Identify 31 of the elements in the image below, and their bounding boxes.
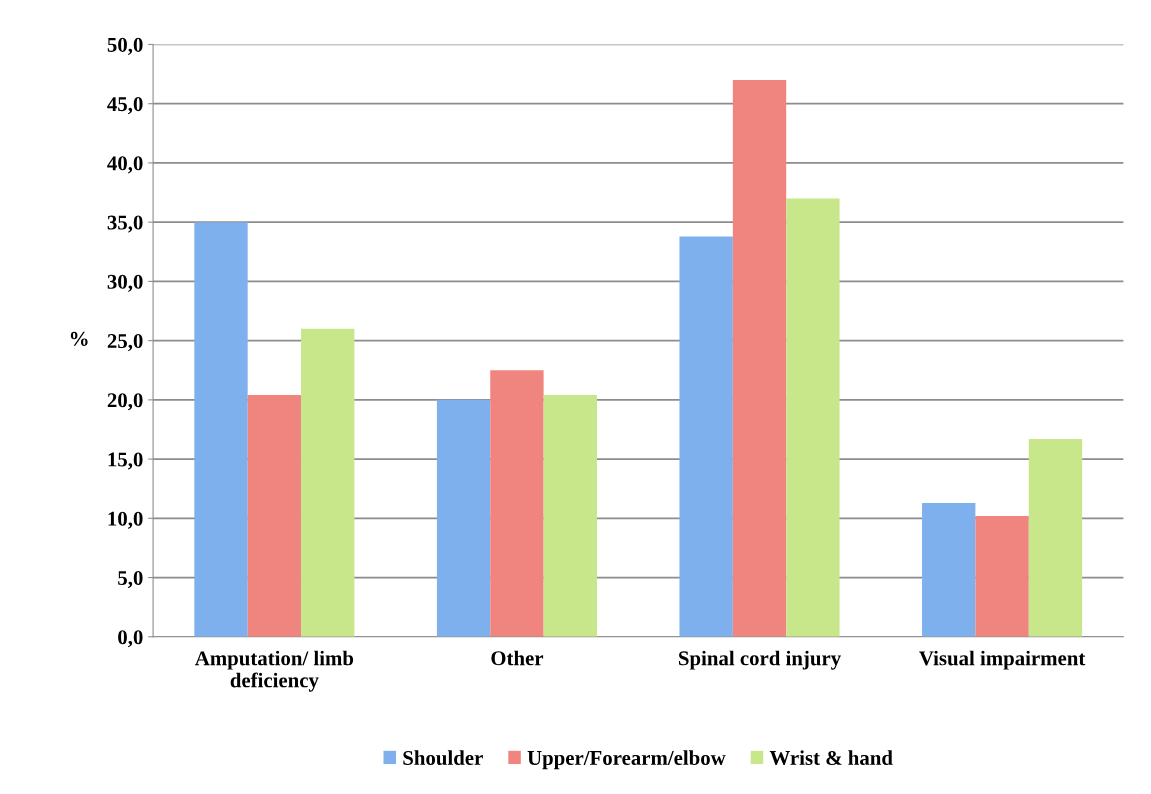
x-tick-label: Amputation/ limb deficiency <box>194 650 354 692</box>
legend-label: Shoulder <box>403 750 483 766</box>
x-tick-label: Spinal cord injury <box>679 650 841 670</box>
bar <box>490 370 544 637</box>
y-tick-label: 40,0 <box>107 156 143 174</box>
bar <box>194 222 248 637</box>
bar <box>247 395 302 637</box>
legend-label: Upper/Forearm/elbow <box>527 750 726 770</box>
bar <box>1028 438 1083 637</box>
bar <box>922 502 976 637</box>
bar <box>786 198 840 637</box>
y-tick-label: 20,0 <box>107 393 143 411</box>
y-tick-label: 10,0 <box>108 511 143 529</box>
y-tick-label: 50,0 <box>107 37 143 55</box>
y-tick-label: 15,0 <box>108 452 143 470</box>
x-tick-label: Visual impairment <box>919 650 1086 670</box>
y-axis-title: % <box>70 331 88 346</box>
y-tick-label: 25,0 <box>107 334 143 352</box>
y-tick-label: 30,0 <box>107 274 143 292</box>
y-tick-label: 45,0 <box>107 97 143 115</box>
bar <box>436 399 491 637</box>
y-tick-label: 35,0 <box>107 215 143 233</box>
legend-label: Wrist & hand <box>769 750 893 766</box>
x-tick-label: Other <box>491 650 544 666</box>
y-tick-label: 0,0 <box>118 630 143 648</box>
bar <box>543 395 597 637</box>
bar <box>679 236 733 637</box>
bar <box>301 328 355 637</box>
bar <box>732 80 787 637</box>
bar <box>975 515 1029 637</box>
y-tick-label: 5,0 <box>118 570 143 589</box>
